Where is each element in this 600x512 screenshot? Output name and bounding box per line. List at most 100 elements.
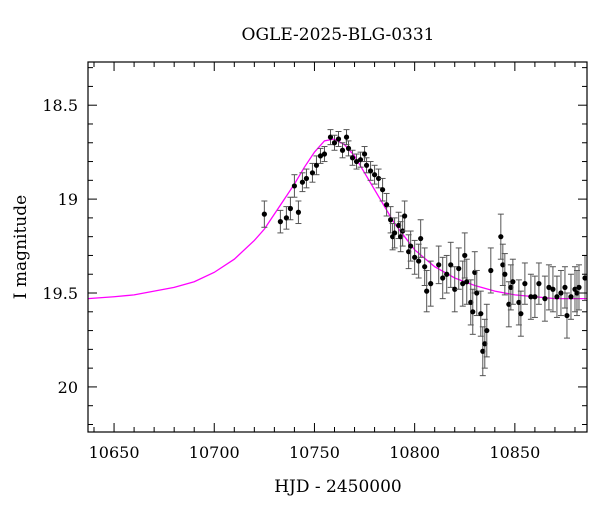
data-point-marker bbox=[424, 288, 430, 294]
data-point-marker bbox=[343, 134, 350, 140]
data-point bbox=[395, 211, 402, 240]
x-axis-label: HJD - 2450000 bbox=[274, 477, 402, 497]
data-point bbox=[487, 247, 494, 294]
chart-title: OGLE-2025-BLG-0331 bbox=[242, 25, 435, 45]
data-point-marker bbox=[428, 281, 434, 287]
data-point bbox=[575, 264, 582, 311]
data-point-marker bbox=[472, 269, 478, 275]
data-point-marker bbox=[510, 279, 516, 285]
data-point-marker bbox=[500, 262, 506, 268]
data-point-marker bbox=[299, 179, 306, 185]
data-point bbox=[391, 217, 398, 249]
data-point-marker bbox=[488, 267, 494, 274]
data-point-marker bbox=[396, 222, 402, 229]
data-point-marker bbox=[562, 284, 568, 290]
y-tick-label: 20 bbox=[58, 378, 78, 397]
data-point-marker bbox=[388, 217, 394, 223]
x-tick-label: 10800 bbox=[389, 443, 440, 462]
data-point-marker bbox=[371, 172, 378, 178]
data-point-marker bbox=[398, 234, 404, 240]
data-point bbox=[563, 292, 570, 339]
data-point bbox=[327, 129, 334, 146]
data-point-marker bbox=[564, 312, 570, 319]
data-point bbox=[545, 264, 552, 311]
data-point-marker bbox=[516, 299, 522, 306]
data-point-marker bbox=[402, 213, 408, 219]
data-point bbox=[479, 326, 486, 377]
data-point-marker bbox=[392, 230, 398, 236]
data-point-marker bbox=[416, 258, 422, 264]
data-point-marker bbox=[456, 265, 462, 272]
data-point-marker bbox=[582, 275, 587, 281]
data-point bbox=[367, 161, 374, 181]
data-point-marker bbox=[470, 309, 476, 315]
data-point bbox=[435, 245, 442, 285]
data-point-marker bbox=[436, 262, 442, 268]
data-point bbox=[321, 146, 328, 163]
data-point bbox=[483, 303, 490, 358]
data-point bbox=[345, 140, 352, 157]
y-tick-label: 19 bbox=[58, 190, 78, 209]
data-point-marker bbox=[468, 299, 474, 306]
data-point-marker bbox=[361, 151, 368, 157]
model-curve-layer bbox=[88, 138, 587, 300]
data-point-marker bbox=[502, 271, 508, 277]
data-point bbox=[497, 213, 504, 260]
data-point-marker bbox=[357, 157, 364, 163]
data-point bbox=[357, 151, 364, 168]
data-point-marker bbox=[383, 202, 390, 208]
data-point-marker bbox=[452, 286, 458, 292]
data-point-marker bbox=[532, 294, 538, 300]
data-point-marker bbox=[422, 264, 428, 270]
data-point bbox=[567, 273, 574, 320]
data-point-marker bbox=[321, 151, 328, 157]
data-point bbox=[371, 164, 378, 185]
data-point-marker bbox=[462, 252, 468, 259]
data-point-marker bbox=[482, 341, 488, 347]
data-point bbox=[451, 266, 458, 313]
data-point-marker bbox=[484, 327, 490, 334]
data-point-marker bbox=[464, 279, 470, 285]
data-point bbox=[283, 206, 290, 230]
data-point bbox=[531, 275, 538, 318]
data-point-marker bbox=[335, 136, 342, 142]
data-point-marker bbox=[574, 290, 580, 296]
data-point bbox=[463, 258, 470, 305]
data-point-marker bbox=[309, 170, 316, 176]
data-point-marker bbox=[508, 284, 514, 290]
data-point-marker bbox=[406, 249, 412, 255]
data-point-marker bbox=[287, 205, 294, 212]
model-curve bbox=[88, 138, 587, 300]
data-point-marker bbox=[568, 294, 574, 300]
data-point-marker bbox=[327, 134, 334, 140]
data-point bbox=[507, 264, 514, 311]
data-point-marker bbox=[277, 219, 283, 225]
data-point bbox=[573, 269, 580, 317]
data-point bbox=[541, 275, 548, 322]
data-point-marker bbox=[367, 168, 374, 174]
data-point bbox=[343, 129, 350, 146]
data-point bbox=[309, 162, 316, 183]
data-point bbox=[553, 275, 560, 318]
data-point bbox=[291, 174, 298, 198]
data-point-marker bbox=[349, 155, 356, 161]
data-point-marker bbox=[498, 234, 504, 240]
data-point bbox=[427, 260, 434, 307]
data-point bbox=[415, 243, 422, 279]
data-point bbox=[339, 142, 346, 159]
data-point bbox=[505, 281, 512, 328]
x-tick-label: 10700 bbox=[189, 443, 240, 462]
data-point bbox=[411, 239, 418, 275]
data-point-marker bbox=[261, 211, 267, 217]
data-point bbox=[277, 209, 284, 234]
data-point bbox=[501, 253, 508, 296]
data-point bbox=[401, 200, 408, 232]
data-point-marker bbox=[283, 215, 289, 221]
y-tick-label: 18.5 bbox=[42, 96, 78, 115]
data-point-marker bbox=[518, 311, 524, 317]
y-axis-label: I magnitude bbox=[11, 195, 31, 299]
data-point bbox=[331, 134, 338, 151]
data-point-marker bbox=[444, 271, 450, 277]
data-point bbox=[407, 230, 414, 262]
axis-ticks: 10650 10700 10750 10800 10850 18.5 19 19.5 20 bbox=[42, 62, 587, 462]
